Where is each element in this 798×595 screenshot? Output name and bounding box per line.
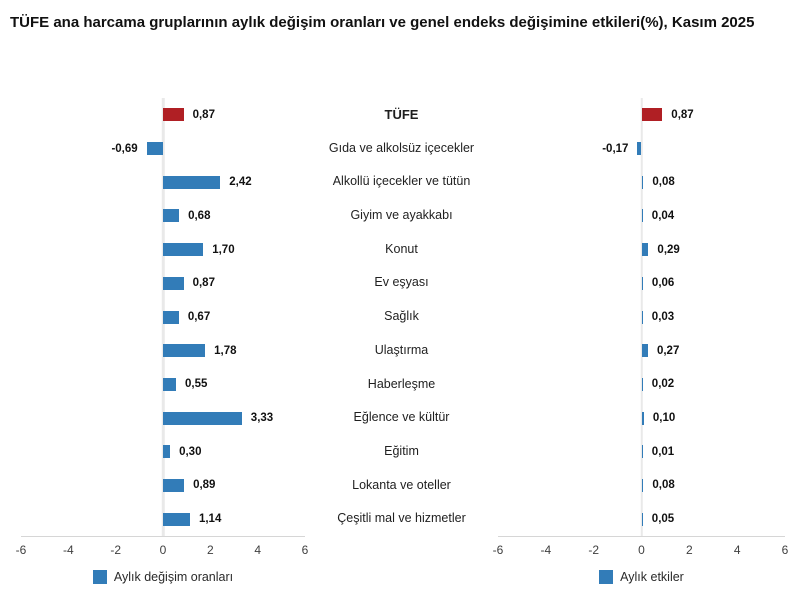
bar-t-fe (163, 108, 184, 122)
legend-label: Aylık etkiler (620, 570, 684, 584)
bar-alkoll-i-ecekler-ve-t-t-n (163, 175, 221, 189)
bar-value-label: 0,08 (652, 479, 675, 492)
bar-value-label: 0,87 (671, 108, 694, 121)
bar-value-label: 2,42 (229, 176, 252, 189)
left-legend: Aylık değişim oranları (21, 568, 305, 586)
bar-haberle-me (163, 377, 177, 391)
bar-value-label: 0,67 (187, 311, 211, 323)
x-axis-tick-label: -2 (110, 543, 121, 557)
x-axis-tick-label: -6 (15, 543, 27, 557)
bar-value-label: 0,10 (652, 412, 676, 425)
bar-value-label: 1,14 (198, 513, 222, 526)
category-labels-column: TÜFE Gıda ve alkolsüz içecekler Alkollü iç… (305, 98, 498, 536)
bar-haberle-me (641, 377, 643, 391)
bar--e-itli-mal-ve-hizmetler (163, 512, 190, 526)
bar-value-label: 0,05 (651, 513, 675, 526)
bar-sa-l-k (163, 310, 179, 324)
x-axis-tick-label: -4 (540, 543, 552, 557)
bar-value-label: 0,68 (188, 209, 211, 222)
right-bar-plot: 0,87 -0,17 0,08 0,04 0,29 0,06 0,03 0,27 0,02 0,1… (498, 98, 785, 536)
x-axis-tick-label: 0 (638, 543, 645, 557)
x-axis-line (498, 536, 785, 537)
bar-e-lence-ve-k-lt-r (163, 411, 242, 425)
category-label-e-lence-ve-k-lt-r: Eğlence ve kültür (353, 410, 450, 425)
bar-value-label: 0,01 (651, 445, 675, 458)
bar-ev-e-yas- (163, 276, 184, 290)
bar-value-label: 0,87 (192, 277, 215, 290)
bar-alkoll-i-ecekler-ve-t-t-n (641, 175, 644, 189)
bar-konut (641, 243, 649, 257)
bar-value-label: -0,69 (111, 142, 138, 155)
x-axis-tick-label: 0 (159, 543, 167, 557)
x-axis-tick-label: 4 (733, 543, 741, 557)
bar-ev-e-yas- (641, 276, 643, 290)
x-axis-tick-label: -2 (588, 543, 599, 557)
category-label--e-itli-mal-ve-hizmetler: Çeşitli mal ve hizmetler (337, 511, 466, 526)
bar-g-da-ve-alkols-z-i-ecekler (146, 142, 163, 156)
category-label-konut: Konut (385, 241, 418, 256)
bar-value-label: 1,78 (214, 344, 237, 357)
bar-ula-t-rma (163, 344, 206, 358)
bar-value-label: -0,17 (602, 142, 629, 155)
bar-sa-l-k (641, 310, 643, 324)
bar-konut (163, 243, 204, 257)
bar-value-label: 0,27 (656, 344, 680, 357)
bar-value-label: 0,55 (185, 378, 208, 391)
bar-value-label: 0,04 (651, 209, 675, 222)
category-label-t-fe: TÜFE (384, 107, 419, 122)
bar-value-label: 0,03 (651, 311, 675, 323)
category-label-g-da-ve-alkols-z-i-ecekler: Gıda ve alkolsüz içecekler (328, 140, 475, 155)
bar-e-itim (641, 445, 643, 459)
x-axis-tick-label: 2 (206, 543, 214, 557)
bar-value-label: 0,30 (179, 445, 202, 458)
bar-lokanta-ve-oteller (163, 478, 185, 492)
bar-g-da-ve-alkols-z-i-ecekler (637, 142, 642, 156)
legend-label: Aylık değişim oranları (113, 570, 234, 584)
bar-value-label: 0,87 (192, 108, 215, 121)
category-label-giyim-ve-ayakkab-: Giyim ve ayakkabı (350, 208, 453, 223)
x-axis-tick-label: 6 (781, 543, 789, 557)
category-label-haberle-me: Haberleşme (367, 376, 436, 391)
bar-giyim-ve-ayakkab- (641, 209, 643, 223)
x-axis-line (21, 536, 305, 537)
bar-giyim-ve-ayakkab- (163, 209, 180, 223)
bar-e-itim (163, 445, 171, 459)
bar-value-label: 3,33 (250, 412, 274, 425)
right-x-axis: -6 -4 -2 0 2 4 6 (493, 536, 788, 558)
category-label-alkoll-i-ecekler-ve-t-t-n: Alkollü içecekler ve tütün (332, 174, 471, 189)
chart-title: TÜFE ana harcama gruplarının aylık değiş… (10, 14, 755, 31)
legend-swatch-icon (599, 570, 614, 584)
category-label-ev-e-yas-: Ev eşyası (374, 275, 429, 290)
category-label-sa-l-k: Sağlık (384, 309, 419, 324)
left-x-axis: -6 -4 -2 0 2 4 6 (16, 536, 308, 558)
bar-t-fe (641, 108, 663, 122)
x-axis-tick-label: 4 (254, 543, 261, 557)
bar-lokanta-ve-oteller (641, 478, 644, 492)
bar--e-itli-mal-ve-hizmetler (641, 512, 643, 526)
category-label-e-itim: Eğitim (384, 443, 419, 458)
bar-value-label: 0,02 (651, 378, 675, 391)
category-label-ula-t-rma: Ulaştırma (374, 342, 429, 357)
legend-swatch-icon (92, 570, 107, 584)
bar-value-label: 0,06 (651, 277, 675, 290)
bar-e-lence-ve-k-lt-r (641, 411, 644, 425)
x-axis-tick-label: -4 (62, 543, 74, 557)
bar-ula-t-rma (641, 344, 648, 358)
bar-value-label: 0,29 (657, 243, 680, 256)
bar-value-label: 0,08 (652, 176, 675, 189)
x-axis-tick-label: 6 (301, 543, 309, 557)
left-bar-plot: 0,87 -0,69 2,42 0,68 1,70 0,87 0,67 1,78 0,55 3,3… (21, 98, 305, 536)
bar-value-label: 1,70 (212, 243, 235, 256)
category-label-lokanta-ve-oteller: Lokanta ve oteller (352, 477, 451, 492)
bar-value-label: 0,89 (193, 479, 216, 492)
x-axis-tick-label: -6 (492, 543, 504, 557)
x-axis-tick-label: 2 (685, 543, 693, 557)
right-legend: Aylık etkiler (498, 568, 785, 586)
